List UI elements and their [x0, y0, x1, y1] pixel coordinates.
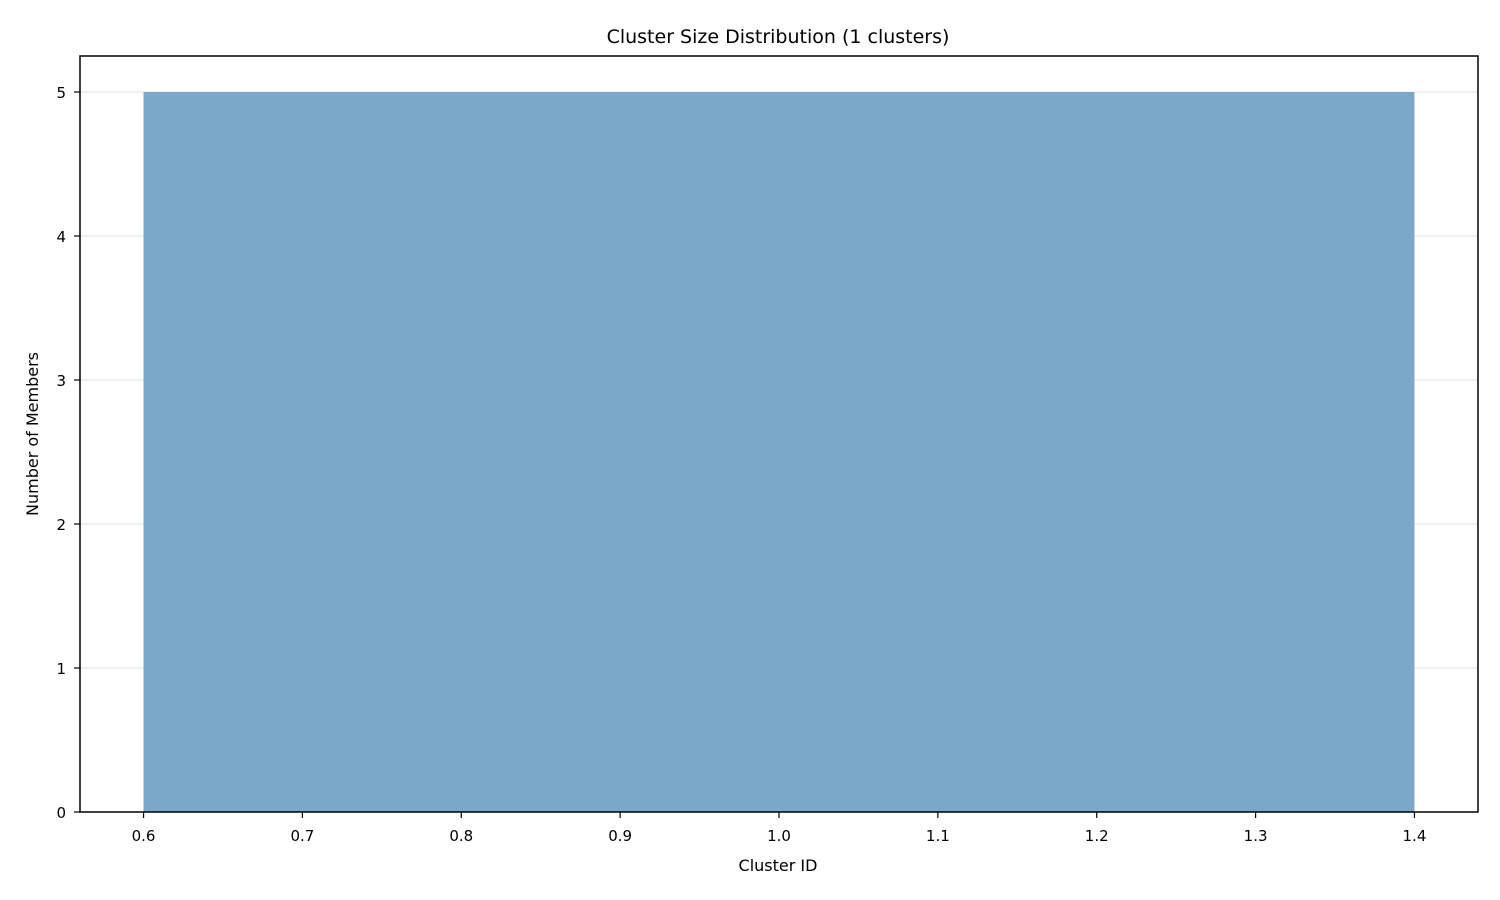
bars: [143, 92, 1415, 812]
y-axis-ticks: 0 1 2 3 4 5: [56, 84, 80, 822]
x-tick-label-2: 0.8: [449, 827, 473, 845]
chart-title: Cluster Size Distribution (1 clusters): [607, 26, 950, 48]
x-tick-label-0: 0.6: [132, 827, 156, 845]
y-tick-label-3: 3: [56, 372, 66, 390]
x-tick-label-1: 0.7: [290, 827, 314, 845]
y-tick-label-4: 4: [56, 228, 66, 246]
x-tick-label-6: 1.2: [1085, 827, 1109, 845]
x-axis-ticks: 0.6 0.7 0.8 0.9 1.0 1.1 1.2 1.3 1.4: [132, 812, 1427, 845]
y-tick-label-2: 2: [56, 516, 66, 534]
x-tick-label-4: 1.0: [767, 827, 791, 845]
bar-cluster-0: [143, 92, 1415, 812]
y-tick-label-5: 5: [56, 84, 66, 102]
x-tick-label-3: 0.9: [608, 827, 632, 845]
x-tick-label-8: 1.4: [1403, 827, 1427, 845]
x-axis-title: Cluster ID: [739, 856, 818, 875]
x-tick-label-7: 1.3: [1244, 827, 1268, 845]
y-tick-label-0: 0: [56, 804, 66, 822]
y-axis-title: Number of Members: [23, 352, 42, 516]
y-tick-label-1: 1: [56, 660, 66, 678]
x-tick-label-5: 1.1: [926, 827, 950, 845]
